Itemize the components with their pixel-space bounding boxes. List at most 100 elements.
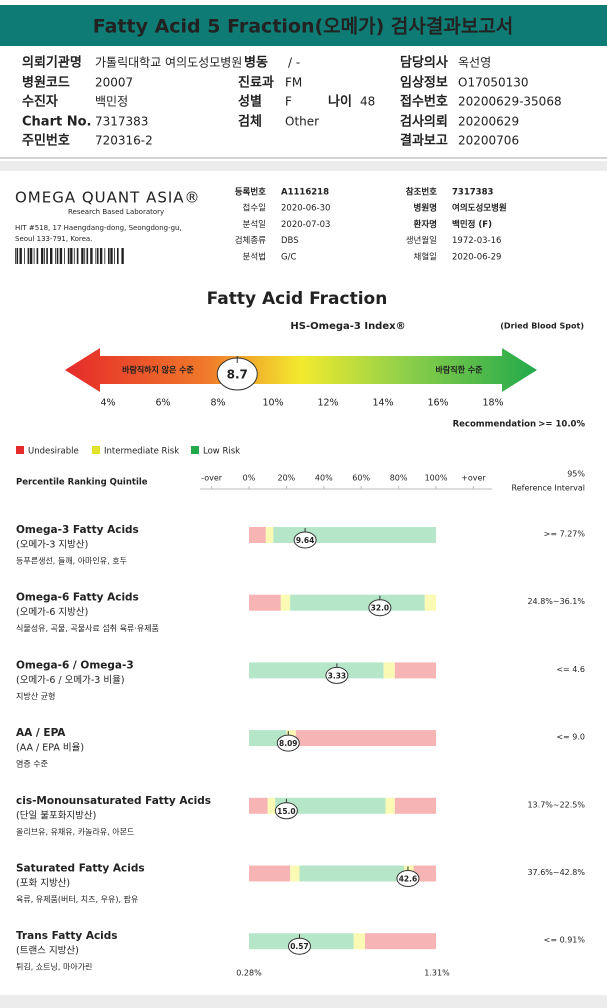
result-value: 9.64 [296,536,315,545]
result-foods: 염증 수준 [16,760,48,769]
info-value: 20007 [95,76,133,90]
zone [394,662,436,679]
barcode-bar [16,248,19,264]
scale-label: 100% [425,474,448,483]
barcode-bar [108,248,110,264]
reference-header: Reference Interval [512,484,585,493]
zone [280,594,291,611]
zone [249,527,266,543]
zone [275,797,386,814]
result-value: 3.33 [328,671,347,680]
barcode-bar [96,248,99,264]
range-label: 1.31% [424,969,450,978]
result-korean: (트랜스 지방산) [16,946,79,957]
report-title: Fatty Acid 5 Fraction(오메가) 검사결과보고서 [93,16,514,38]
field-value: A1116218 [281,188,329,198]
result-foods: 튀김, 쇼트닝, 마아가린 [16,962,92,972]
field-value: 2020-07-03 [281,220,330,230]
barcode-bar [24,248,25,264]
recommendation-label: Recommendation [453,420,536,430]
result-korean: (AA / EPA 비율) [16,743,84,754]
info-value: 20200706 [458,134,519,148]
result-reference: <= 0.91% [544,936,586,945]
field-value: 1972-03-16 [452,236,501,246]
zone [299,865,405,882]
result-name: Saturated Fatty Acids [16,863,145,875]
tick-label: 18% [482,398,503,409]
zone [267,797,276,814]
tick-label: 12% [317,398,338,409]
field-label: 채혈일 [414,251,437,262]
barcode-bar [86,248,89,264]
info-label: 담당의사 [400,55,448,71]
scale-label: -over [201,474,223,483]
info-label: 의뢰기관명 [22,55,82,71]
barcode [15,248,124,264]
chart-subtitle: HS-Omega-3 Index® [290,321,405,332]
barcode-bar [15,248,16,264]
barcode-bar [84,248,86,264]
header-bar [0,5,607,46]
reference-header: 95% [567,470,585,479]
info-value: / - [288,56,300,70]
scale-label: 0% [243,474,256,483]
scale-label: +over [461,474,486,483]
zone [364,933,436,950]
info-value: 옥선영 [458,56,491,70]
info-label: 결과보고 [400,133,448,149]
separator [0,161,607,171]
result-name: cis-Monounsaturated Fatty Acids [16,795,211,807]
barcode-bar [41,248,44,264]
info-label: 수진자 [22,94,58,110]
high-zone-label: 바람직한 수준 [436,365,484,375]
chart-title: Fatty Acid Fraction [207,289,388,309]
barcode-bar [70,248,73,264]
field-label: 환자명 [414,219,437,230]
barcode-bar [36,248,39,264]
result-marker [276,734,300,752]
zone [383,662,395,679]
zone [249,865,291,882]
info-value: 720316-2 [95,134,153,148]
info-label: 주민번호 [22,133,70,149]
info-label: 병원코드 [22,75,70,91]
field-value: 2020-06-29 [452,252,501,262]
info-value: 7317383 [95,115,148,129]
sample-type: (Dried Blood Spot) [500,322,584,331]
zone [295,730,436,747]
result-korean: (오메가-6 / 오메가-3 비율) [16,675,125,686]
result-value: 8.09 [279,739,298,748]
legend-label: Undesirable [28,447,79,457]
field-value: 7317383 [452,188,493,198]
result-reference: <= 9.0 [556,733,585,742]
field-label: 병원명 [414,203,437,214]
result-korean: (포화 지방산) [16,878,70,889]
barcode-bar [95,248,97,264]
result-foods: 식물성유, 곡물, 곡물사료 섭취 육류·유제품 [16,623,159,633]
barcode-bar [110,248,113,264]
info-value: 20200629-35068 [458,95,562,109]
info-label: Chart No. [22,115,91,130]
range-label: 0.28% [236,969,262,978]
legend-swatch [191,446,199,454]
index-value: 8.7 [227,368,248,382]
info-value: 48 [360,95,375,109]
barcode-bar [27,248,30,264]
field-label: 검체종류 [235,235,266,246]
info-label: 검사의뢰 [400,114,448,130]
result-marker [396,870,420,887]
result-korean: (오메가-6 지방산) [16,607,88,618]
result-foods: 등푸른생선, 들깨, 아마인유, 호두 [16,556,127,566]
result-reference: >= 7.27% [544,530,586,539]
barcode-bar [56,248,59,264]
field-value: 2020-06-30 [281,204,330,214]
zone [290,594,425,611]
legend-label: Intermediate Risk [104,447,179,457]
scale-label: 60% [352,474,370,483]
field-value: 백민정 (F) [452,219,492,230]
result-foods: 육류, 유제품(버터, 치즈, 우유), 팜유 [16,894,138,904]
zone [394,797,436,814]
barcode-bar [19,248,22,264]
